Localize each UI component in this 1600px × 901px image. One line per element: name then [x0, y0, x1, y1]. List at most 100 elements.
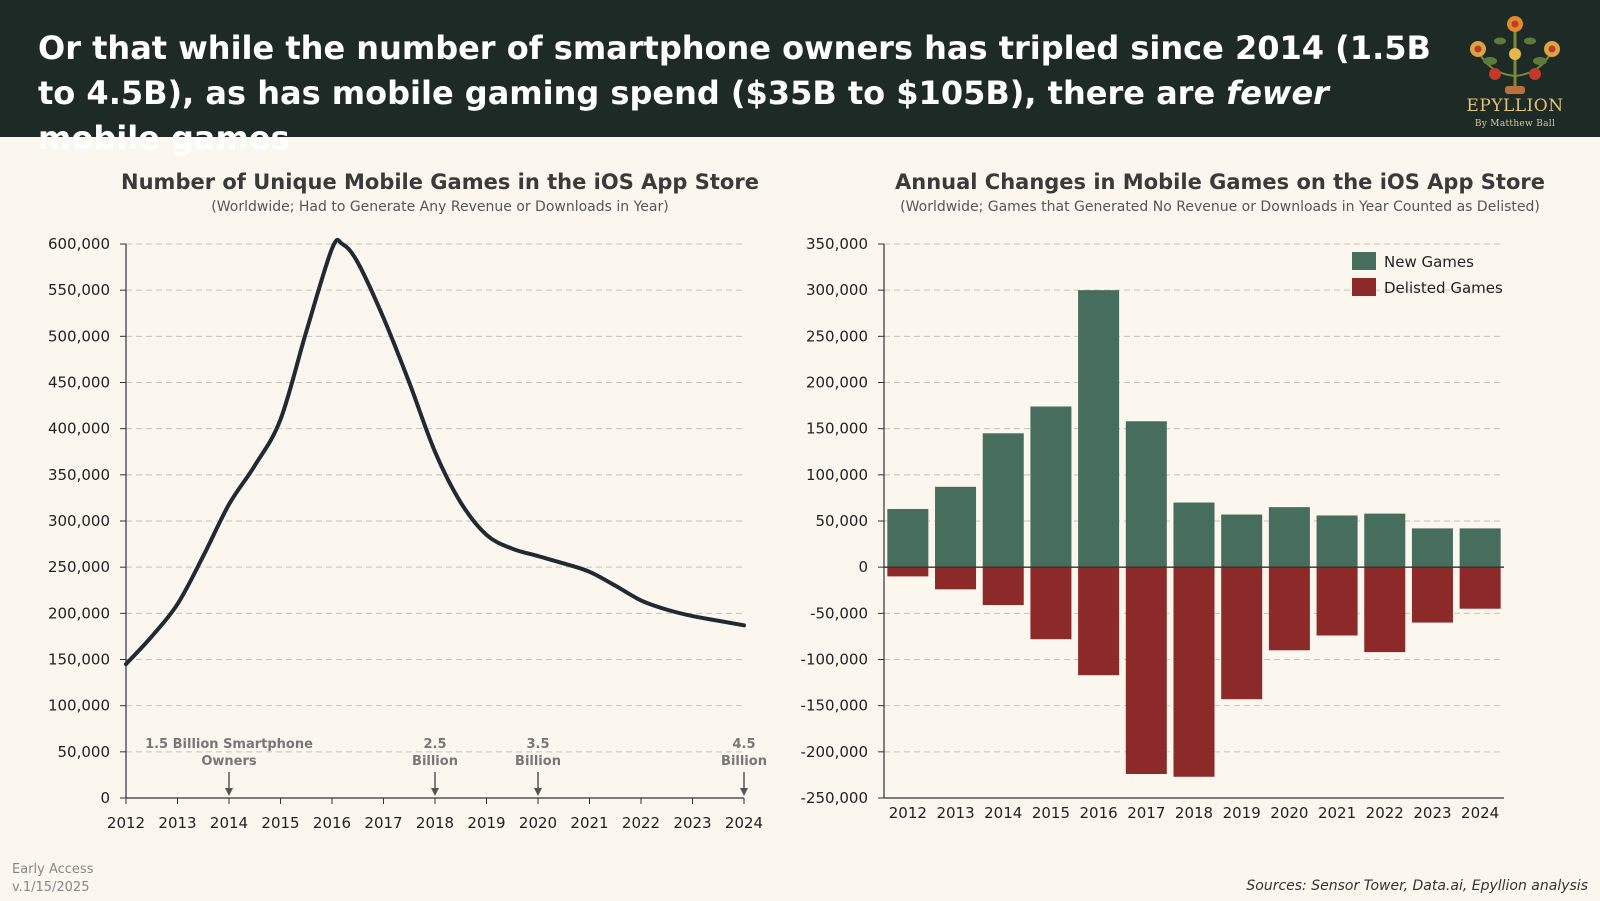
series-line-unique-games [124, 237, 746, 667]
legend-label-delisted-games: Delisted Games [1384, 279, 1503, 297]
bar-delisted-games [1411, 567, 1453, 623]
x-tick-label: 2024 [1461, 804, 1499, 822]
bar-new-games [1030, 406, 1072, 568]
y-tick-label: 350,000 [806, 235, 868, 253]
bar-chart-subtitle: (Worldwide; Games that Generated No Reve… [900, 199, 1540, 215]
y-tick-label: 0 [858, 558, 868, 576]
annotation-arrow-head [225, 788, 233, 796]
line-chart: 0 50,000 100,000 150,000 200,000 250,000 300,0… [48, 235, 767, 832]
annotation-line1: 1.5 Billion Smartphone [145, 737, 313, 752]
annotation-line2: Billion [412, 754, 458, 769]
x-tick-label: 2015 [261, 814, 299, 832]
bar-new-games [1316, 515, 1358, 568]
x-tick-label: 2014 [210, 814, 248, 832]
bar-new-games [1459, 528, 1501, 568]
y-tick-label: -50,000 [810, 604, 868, 622]
bar-chart: 350,000 300,000 250,000 200,000 150,000 100,0… [801, 235, 1504, 822]
y-tick-label: 50,000 [58, 743, 111, 761]
bar-chart-title: Annual Changes in Mobile Games on the iO… [895, 170, 1545, 194]
annotation-line2: Billion [515, 754, 561, 769]
y-tick-label: 600,000 [48, 235, 110, 253]
annotation-line1: 4.5 [732, 737, 755, 752]
x-tick-label: 2017 [1127, 804, 1165, 822]
bar-new-games [982, 433, 1024, 568]
bar-delisted-games [1268, 567, 1310, 651]
x-tick-label: 2018 [1175, 804, 1213, 822]
legend-swatch-delisted-games [1352, 278, 1376, 296]
y-tick-label: 150,000 [806, 420, 868, 438]
bar-delisted-games [1316, 567, 1358, 636]
y-tick-label: 100,000 [48, 697, 110, 715]
y-tick-label: 400,000 [48, 420, 110, 438]
x-tick-label: 2019 [467, 814, 505, 832]
epyllion-logo-icon [1470, 16, 1560, 94]
x-tick-label: 2012 [889, 804, 927, 822]
bar-new-games [1411, 528, 1453, 568]
y-tick-label: 200,000 [48, 604, 110, 622]
x-tick-label: 2015 [1032, 804, 1070, 822]
x-tick-label: 2020 [1270, 804, 1308, 822]
y-tick-label: 0 [100, 789, 110, 807]
bar-delisted-games [1364, 567, 1406, 653]
y-tick-label: 550,000 [48, 281, 110, 299]
headline-part2: mobile games [38, 119, 290, 157]
headline: Or that while the number of smartphone o… [38, 26, 1438, 161]
y-tick-label: -200,000 [801, 743, 868, 761]
sources-note: Sources: Sensor Tower, Data.ai, Epyllion… [1246, 878, 1588, 894]
annotation-line1: 3.5 [526, 737, 549, 752]
y-tick-label: 300,000 [48, 512, 110, 530]
annotation-arrow-head [740, 788, 748, 796]
line-chart-subtitle: (Worldwide; Had to Generate Any Revenue … [211, 199, 669, 215]
bar-new-games [887, 508, 929, 568]
x-tick-label: 2013 [158, 814, 196, 832]
y-tick-label: 250,000 [806, 327, 868, 345]
x-tick-label: 2021 [1318, 804, 1356, 822]
footer-version: Early Access v.1/15/2025 [12, 861, 93, 897]
y-tick-label: 250,000 [48, 558, 110, 576]
x-tick-label: 2023 [673, 814, 711, 832]
bar-delisted-games [887, 567, 929, 577]
bar-delisted-games [935, 567, 977, 590]
bar-delisted-games [1459, 567, 1501, 609]
line-chart-title: Number of Unique Mobile Games in the iOS… [121, 170, 759, 194]
x-tick-label: 2017 [364, 814, 402, 832]
bar-delisted-games [1030, 567, 1072, 640]
x-tick-label: 2023 [1413, 804, 1451, 822]
annotation-line2: Owners [201, 754, 257, 769]
annotation-line1: 2.5 [423, 737, 446, 752]
bar-new-games [1268, 507, 1310, 568]
x-tick-label: 2022 [1366, 804, 1404, 822]
brand-name: EPYLLION [1466, 96, 1564, 116]
x-tick-label: 2021 [570, 814, 608, 832]
bar-new-games [1078, 290, 1120, 568]
bar-delisted-games [1078, 567, 1120, 676]
y-tick-label: 150,000 [48, 651, 110, 669]
bar-new-games [1221, 514, 1263, 568]
annotation-arrow-head [534, 788, 542, 796]
bar-new-games [935, 486, 977, 568]
y-tick-label: 100,000 [806, 466, 868, 484]
bar-delisted-games [1125, 567, 1167, 774]
header-banner: Or that while the number of smartphone o… [0, 0, 1600, 157]
bar-delisted-games [1173, 567, 1215, 777]
bar-delisted-games [982, 567, 1024, 606]
headline-emphasis: fewer [1226, 74, 1329, 112]
y-tick-label: 300,000 [806, 281, 868, 299]
x-tick-label: 2014 [984, 804, 1022, 822]
y-tick-label: 350,000 [48, 466, 110, 484]
version-label: v.1/15/2025 [12, 880, 90, 895]
y-tick-label: 450,000 [48, 374, 110, 392]
y-tick-label: 500,000 [48, 327, 110, 345]
bar-delisted-games [1221, 567, 1263, 700]
annotation-arrow-head [431, 788, 439, 796]
y-tick-label: 50,000 [816, 512, 869, 530]
x-tick-label: 2013 [936, 804, 974, 822]
bar-new-games [1364, 513, 1406, 568]
annotation-line2: Billion [721, 754, 767, 769]
y-tick-label: -250,000 [801, 789, 868, 807]
legend-label-new-games: New Games [1384, 253, 1474, 271]
x-tick-label: 2020 [519, 814, 557, 832]
legend-swatch-new-games [1352, 252, 1376, 270]
x-tick-label: 2019 [1223, 804, 1261, 822]
x-tick-label: 2018 [416, 814, 454, 832]
